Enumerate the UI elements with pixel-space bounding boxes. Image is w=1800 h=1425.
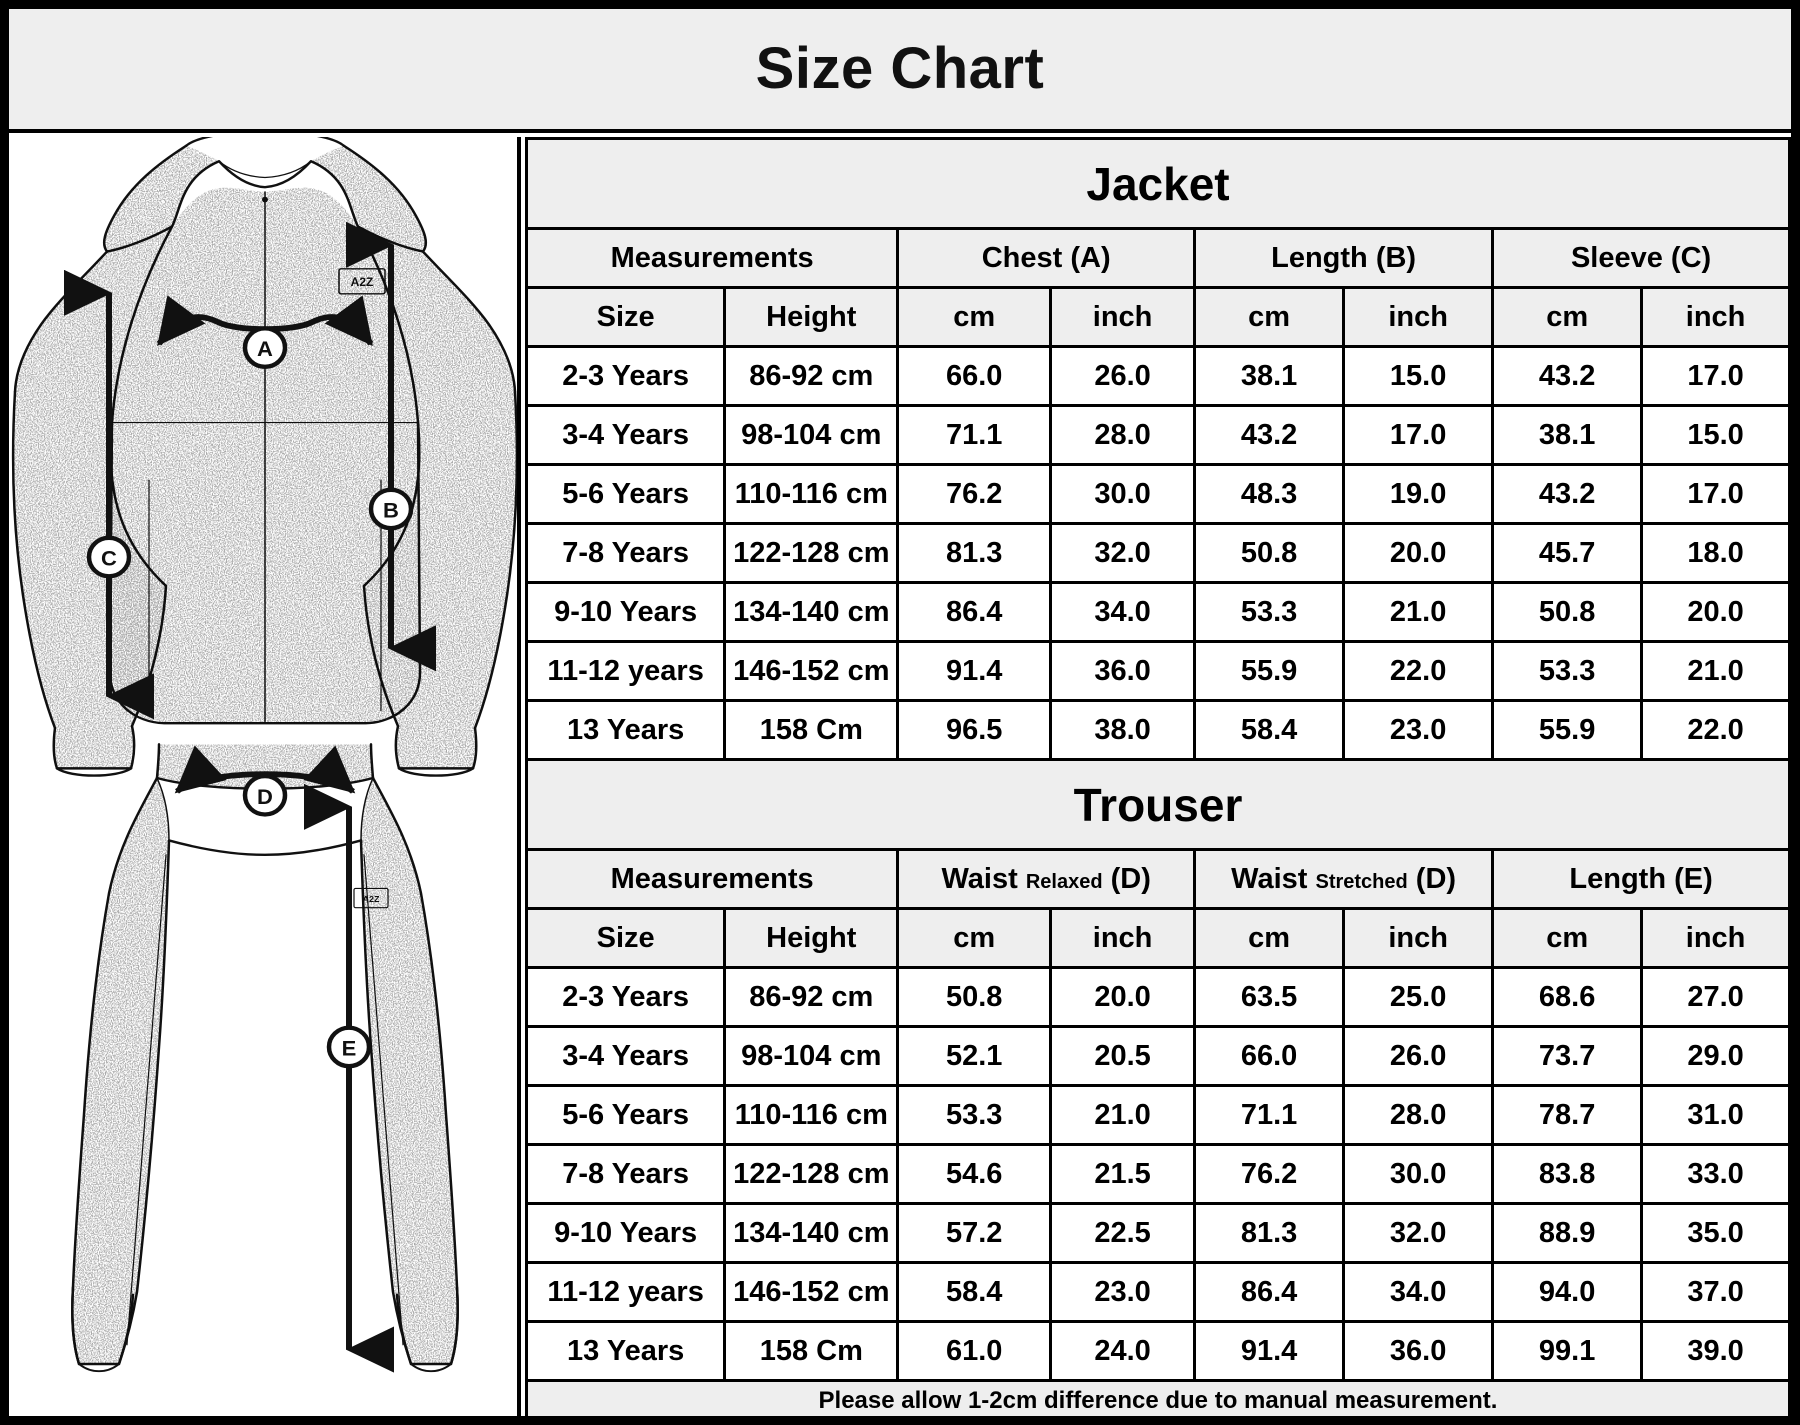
svg-text:C: C bbox=[101, 546, 117, 570]
svg-text:D: D bbox=[257, 784, 273, 808]
svg-text:B: B bbox=[383, 498, 399, 522]
svg-text:A: A bbox=[257, 337, 273, 361]
svg-text:E: E bbox=[342, 1036, 357, 1060]
